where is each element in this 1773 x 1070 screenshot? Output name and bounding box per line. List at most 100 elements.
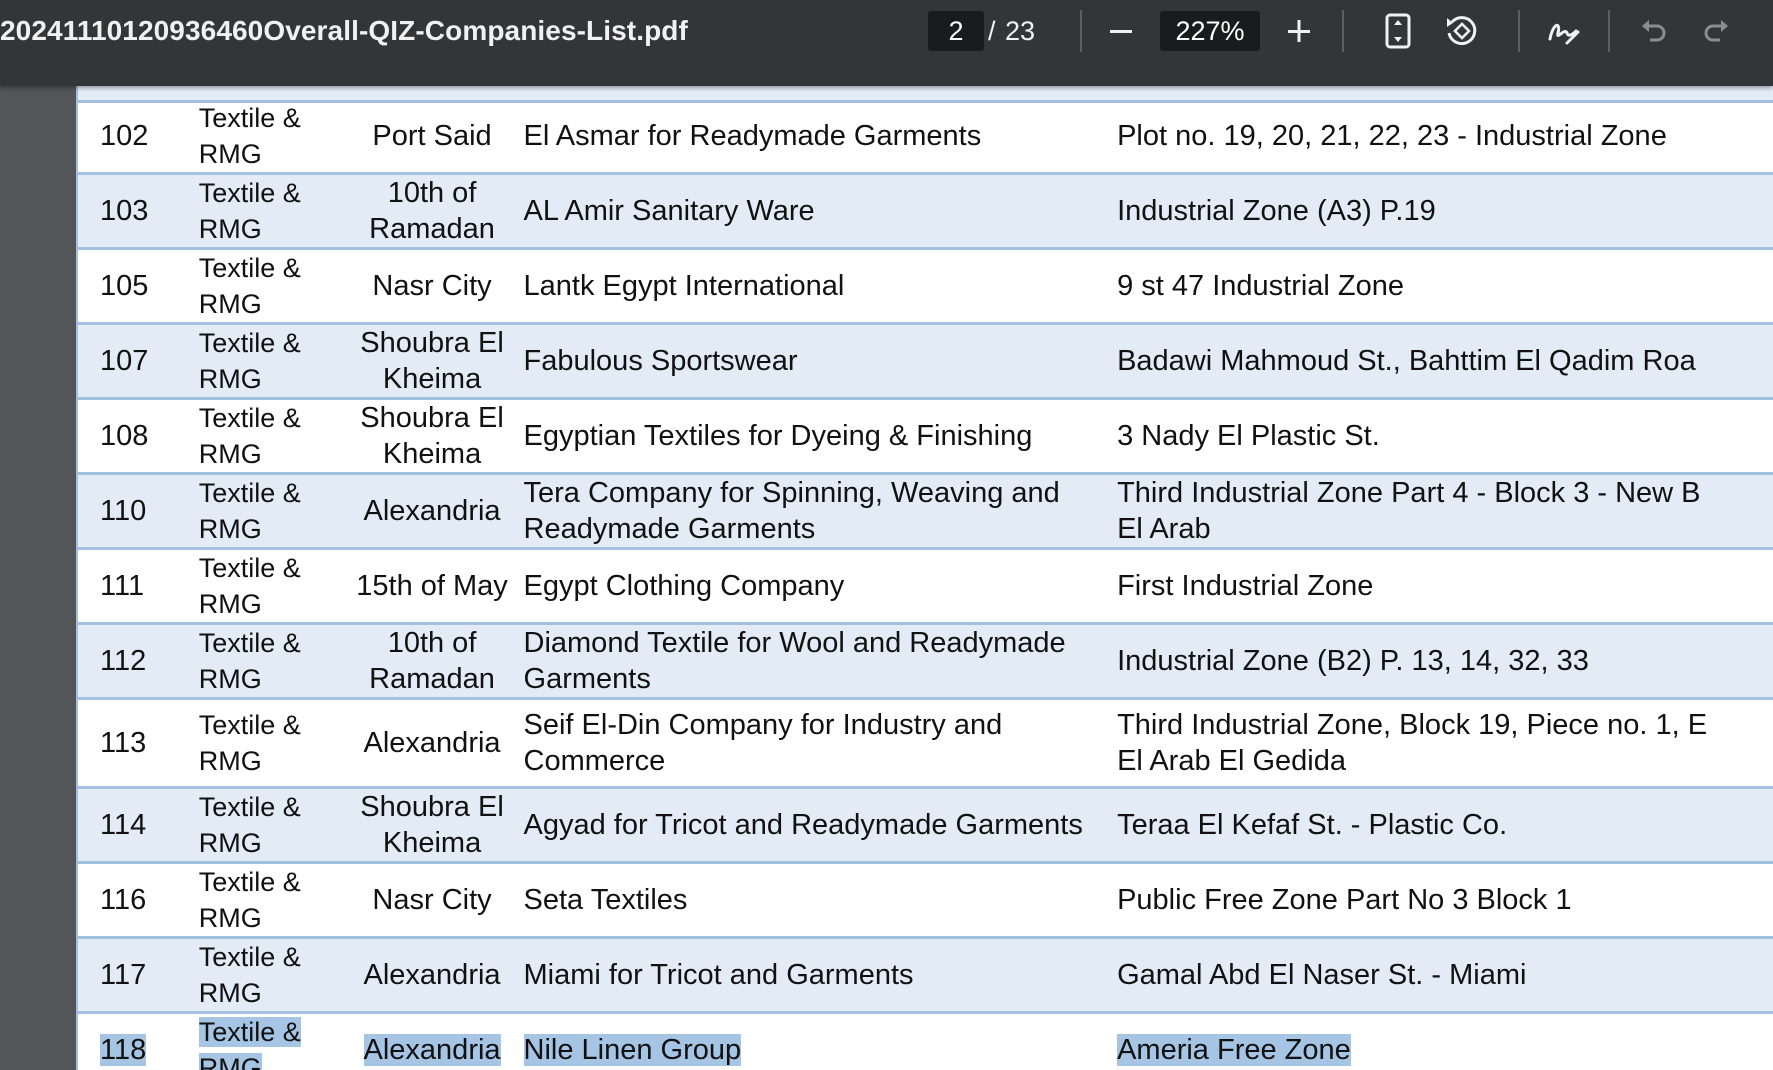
company-name-cell-text: AL Amir Sanitary Ware bbox=[523, 195, 815, 227]
sector-cell: Textile & RMG bbox=[188, 172, 347, 250]
city-cell-text: 10th of Ramadan bbox=[369, 177, 495, 245]
sector-cell: Textile & RMG bbox=[188, 936, 347, 1014]
rotate-icon bbox=[1447, 16, 1477, 46]
redo-button[interactable] bbox=[1694, 8, 1740, 54]
companies-table: 102 Textile & RMG Port Said El Asmar for Re… bbox=[78, 100, 1773, 1070]
company-name-cell: Seif El-Din Company for Industry and Com… bbox=[517, 697, 1090, 789]
company-name-cell-text: Agyad for Tricot and Readymade Garments bbox=[523, 809, 1083, 841]
address-cell-text: Third Industrial Zone Part 4 - Block 3 -… bbox=[1117, 477, 1701, 545]
company-number-cell-text: 118 bbox=[100, 1034, 147, 1066]
table-row: 116 Textile & RMG Nasr City Seta Textiles Pu… bbox=[78, 861, 1773, 939]
table-row: 102 Textile & RMG Port Said El Asmar for Re… bbox=[78, 100, 1773, 175]
company-number-cell: 116 bbox=[78, 861, 189, 939]
address-cell: 3 Nady El Plastic St. bbox=[1089, 397, 1773, 475]
city-cell-text: 10th of Ramadan bbox=[369, 627, 495, 695]
company-name-cell: Egypt Clothing Company bbox=[517, 547, 1090, 625]
city-cell-text: Alexandria bbox=[363, 1034, 501, 1066]
sector-cell-text: Textile & RMG bbox=[198, 628, 301, 694]
company-number-cell: 108 bbox=[78, 397, 189, 475]
draw-button[interactable] bbox=[1540, 8, 1586, 54]
address-cell: Gamal Abd El Naser St. - Miami bbox=[1089, 936, 1773, 1014]
company-number-cell-text: 117 bbox=[100, 959, 147, 991]
company-name-cell-text: El Asmar for Readymade Garments bbox=[523, 120, 982, 152]
sector-cell: Textile & RMG bbox=[188, 322, 347, 400]
company-name-cell: Seta Textiles bbox=[517, 861, 1090, 939]
city-cell: Alexandria bbox=[346, 472, 518, 550]
city-cell: 10th of Ramadan bbox=[346, 172, 518, 250]
companies-table-body: 102 Textile & RMG Port Said El Asmar for Re… bbox=[78, 100, 1773, 1070]
address-cell: Teraa El Kefaf St. - Plastic Co. bbox=[1089, 786, 1773, 864]
undo-button[interactable] bbox=[1630, 8, 1676, 54]
sector-cell: Textile & RMG bbox=[188, 786, 347, 864]
rotate-button[interactable] bbox=[1438, 8, 1484, 54]
page-number-input[interactable]: 2 bbox=[928, 11, 984, 51]
company-name-cell-text: Lantk Egypt International bbox=[523, 270, 845, 302]
toolbar-divider bbox=[1080, 10, 1082, 52]
company-name-cell-text: Egypt Clothing Company bbox=[523, 570, 845, 602]
city-cell: Alexandria bbox=[346, 936, 518, 1014]
company-number-cell-text: 116 bbox=[100, 884, 147, 916]
document-viewport[interactable]: 102 Textile & RMG Port Said El Asmar for Re… bbox=[0, 86, 1773, 1070]
address-cell: Ameria Free Zone bbox=[1089, 1011, 1773, 1070]
address-cell: First Industrial Zone bbox=[1089, 547, 1773, 625]
address-cell: Plot no. 19, 20, 21, 22, 23 - Industrial… bbox=[1089, 100, 1773, 175]
address-cell-text: Teraa El Kefaf St. - Plastic Co. bbox=[1117, 809, 1508, 841]
sector-cell-text: Textile & RMG bbox=[198, 253, 301, 319]
table-row: 108 Textile & RMG Shoubra El Kheima Egyptia… bbox=[78, 397, 1773, 475]
fit-page-icon bbox=[1385, 13, 1411, 49]
fit-to-page-button[interactable] bbox=[1375, 8, 1421, 54]
zoom-in-button[interactable] bbox=[1276, 8, 1322, 54]
city-cell: Shoubra El Kheima bbox=[346, 786, 518, 864]
city-cell-text: Port Said bbox=[372, 120, 492, 152]
city-cell: Nasr City bbox=[346, 247, 518, 325]
pdf-toolbar: 20241110120936460Overall-QIZ-Companies-L… bbox=[0, 0, 1773, 86]
toolbar-divider bbox=[1518, 10, 1520, 52]
zoom-out-button[interactable] bbox=[1098, 8, 1144, 54]
table-row: 111 Textile & RMG 15th of May Egypt Clothin… bbox=[78, 547, 1773, 625]
company-name-cell-text: Nile Linen Group bbox=[523, 1034, 742, 1066]
address-cell: Industrial Zone (A3) P.19 bbox=[1089, 172, 1773, 250]
city-cell-text: Shoubra El Kheima bbox=[360, 327, 504, 395]
company-number-cell: 102 bbox=[78, 100, 189, 175]
sector-cell-text: Textile & RMG bbox=[198, 328, 301, 394]
company-number-cell: 117 bbox=[78, 936, 189, 1014]
table-row: 113 Textile & RMG Alexandria Seif El-Din Co… bbox=[78, 697, 1773, 789]
company-number-cell: 103 bbox=[78, 172, 189, 250]
address-cell-text: Industrial Zone (A3) P.19 bbox=[1117, 195, 1436, 227]
table-row: 118 Textile & RMG Alexandria Nile Linen Gro… bbox=[78, 1011, 1773, 1070]
city-cell: Alexandria bbox=[346, 1011, 518, 1070]
table-row: 103 Textile & RMG 10th of Ramadan AL Amir S… bbox=[78, 172, 1773, 250]
city-cell: 15th of May bbox=[346, 547, 518, 625]
address-cell: Industrial Zone (B2) P. 13, 14, 32, 33 bbox=[1089, 622, 1773, 700]
city-cell-text: Nasr City bbox=[372, 270, 492, 302]
city-cell-text: Alexandria bbox=[363, 727, 501, 759]
company-number-cell-text: 105 bbox=[100, 270, 149, 302]
company-number-cell-text: 110 bbox=[100, 495, 147, 527]
zoom-level-input[interactable]: 227% bbox=[1160, 11, 1260, 51]
page-total: 23 bbox=[1005, 16, 1036, 46]
address-cell: Public Free Zone Part No 3 Block 1 bbox=[1089, 861, 1773, 939]
sector-cell-text: Textile & RMG bbox=[198, 792, 301, 858]
table-row: 117 Textile & RMG Alexandria Miami for Tric… bbox=[78, 936, 1773, 1014]
company-name-cell: Egyptian Textiles for Dyeing & Finishing bbox=[517, 397, 1090, 475]
company-name-cell: AL Amir Sanitary Ware bbox=[517, 172, 1090, 250]
address-cell-text: Ameria Free Zone bbox=[1117, 1034, 1351, 1066]
city-cell: Port Said bbox=[346, 100, 518, 175]
company-number-cell-text: 103 bbox=[100, 195, 149, 227]
address-cell-text: Plot no. 19, 20, 21, 22, 23 - Industrial… bbox=[1117, 120, 1667, 152]
table-row: 110 Textile & RMG Alexandria Tera Company f… bbox=[78, 472, 1773, 550]
company-name-cell-text: Fabulous Sportswear bbox=[523, 345, 798, 377]
redo-icon bbox=[1704, 20, 1728, 42]
page-separator: / bbox=[988, 16, 996, 46]
sector-cell-text: Textile & RMG bbox=[198, 867, 301, 933]
company-name-cell-text: Diamond Textile for Wool and Readymade G… bbox=[523, 627, 1066, 695]
sector-cell-text: Textile & RMG bbox=[198, 710, 301, 776]
sector-cell-text: Textile & RMG bbox=[198, 478, 301, 544]
address-cell-text: Third Industrial Zone, Block 19, Piece n… bbox=[1117, 709, 1708, 777]
company-number-cell: 112 bbox=[78, 622, 189, 700]
city-cell-text: Nasr City bbox=[372, 884, 492, 916]
company-name-cell-text: Seif El-Din Company for Industry and Com… bbox=[523, 709, 1003, 777]
company-number-cell-text: 114 bbox=[100, 809, 147, 841]
toolbar-divider bbox=[1342, 10, 1344, 52]
sector-cell-text: Textile & RMG bbox=[198, 942, 301, 1008]
